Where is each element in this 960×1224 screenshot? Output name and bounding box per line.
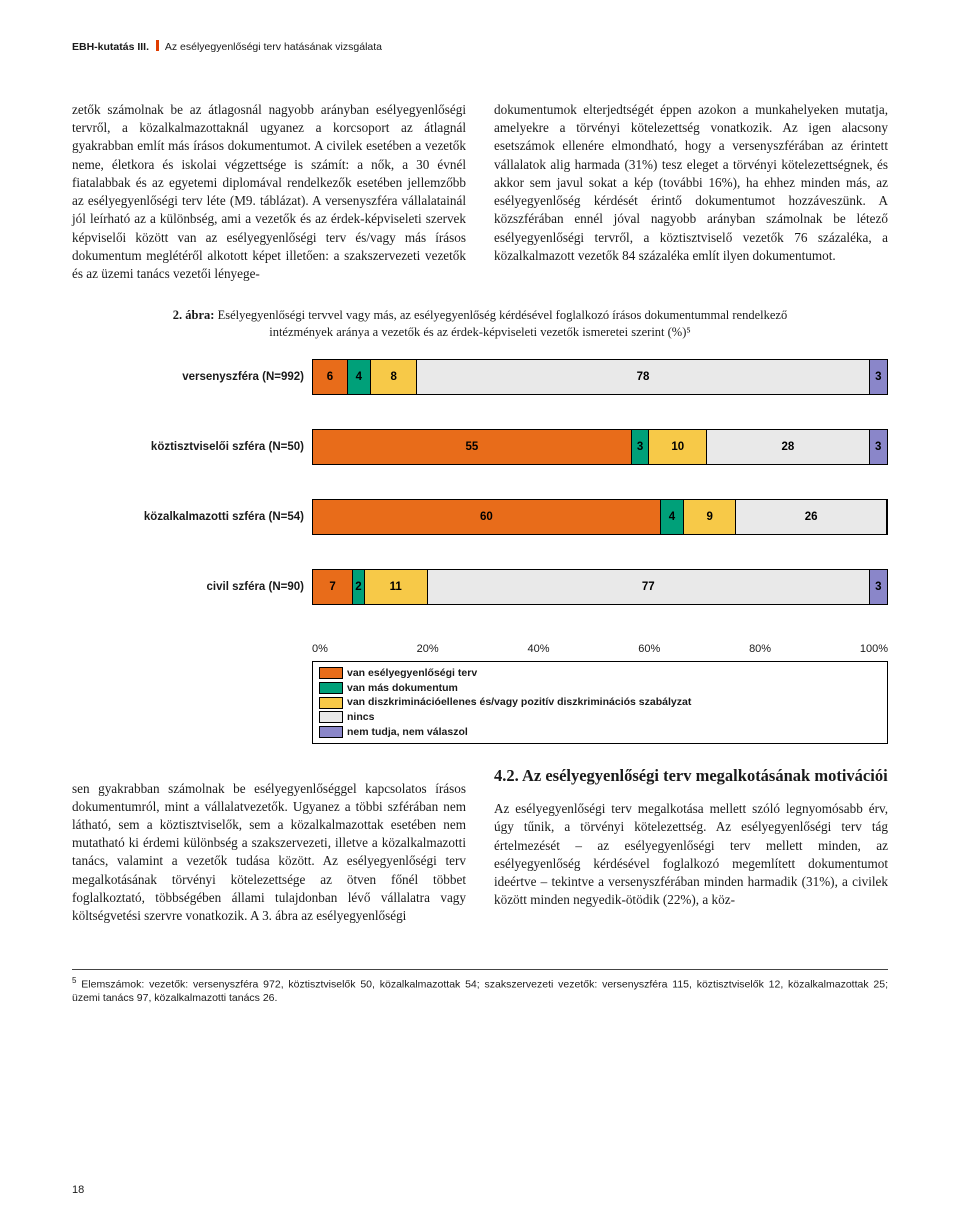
chart-segment: 26 (736, 500, 887, 534)
legend-item: van esélyegyenlőségi terv (319, 666, 881, 681)
figure-caption-lead: 2. ábra: (173, 308, 215, 322)
chart-segment: 6 (313, 360, 348, 394)
footnote-rule (72, 969, 888, 970)
running-head: EBH-kutatás III. Az esélyegyenlőségi ter… (72, 40, 888, 53)
chart-x-tick: 80% (749, 643, 771, 655)
bottom-left-paragraph: sen gyakrabban számolnak be esélyegyenlő… (72, 780, 466, 926)
chart-segment: 9 (684, 500, 736, 534)
chart-x-tick: 0% (312, 643, 328, 655)
chart-segment: 4 (348, 360, 371, 394)
chart-row: civil szféra (N=90)7211773 (72, 569, 888, 605)
header-marker-icon (156, 40, 159, 51)
chart-x-tick: 40% (527, 643, 549, 655)
legend-swatch-icon (319, 726, 343, 738)
chart-bar: 648783 (312, 359, 888, 395)
chart-segment: 3 (870, 360, 887, 394)
chart-bar: 7211773 (312, 569, 888, 605)
header-subtitle: Az esélyegyenlőségi terv hatásának vizsg… (165, 41, 382, 53)
section-heading-4-2: 4.2. Az esélyegyenlőségi terv megalkotás… (494, 766, 888, 787)
legend-swatch-icon (319, 711, 343, 723)
legend-label: van diszkriminációellenes és/vagy pozití… (347, 695, 691, 710)
chart-bar: 6049260 (312, 499, 888, 535)
footnote: 5 Elemszámok: vezetők: versenyszféra 972… (72, 976, 888, 1006)
legend-label: nem tudja, nem válaszol (347, 725, 468, 740)
chart-segment: 60 (313, 500, 661, 534)
chart-x-tick: 20% (417, 643, 439, 655)
top-right-paragraph: dokumentumok elterjedtségét éppen azokon… (494, 101, 888, 265)
top-left-paragraph: zetők számolnak be az átlagosnál nagyobb… (72, 101, 466, 283)
bottom-right-paragraph: Az esélyegyenlőségi terv megalkotása mel… (494, 800, 888, 909)
stacked-bar-chart: versenyszféra (N=992)648783köztisztvisel… (72, 359, 888, 744)
chart-segment: 77 (428, 570, 870, 604)
legend-label: van más dokumentum (347, 681, 458, 696)
chart-category-label: közalkalmazotti szféra (N=54) (72, 511, 312, 523)
chart-x-tick: 100% (860, 643, 888, 655)
figure-caption-text: Esélyegyenlőségi tervvel vagy más, az es… (214, 308, 787, 339)
chart-segment: 8 (371, 360, 417, 394)
footnote-text: Elemszámok: vezetők: versenyszféra 972, … (72, 978, 888, 1004)
chart-category-label: köztisztviselői szféra (N=50) (72, 441, 312, 453)
top-two-columns: zetők számolnak be az átlagosnál nagyobb… (72, 101, 888, 283)
chart-segment: 3 (870, 570, 887, 604)
chart-row: köztisztviselői szféra (N=50)55310283 (72, 429, 888, 465)
chart-category-label: versenyszféra (N=992) (72, 371, 312, 383)
chart-segment: 10 (649, 430, 707, 464)
chart-segment: 4 (661, 500, 684, 534)
chart-segment: 3 (870, 430, 887, 464)
chart-segment: 3 (632, 430, 649, 464)
chart-x-tick: 60% (638, 643, 660, 655)
chart-segment: 28 (707, 430, 869, 464)
legend-item: nem tudja, nem válaszol (319, 725, 881, 740)
legend-swatch-icon (319, 682, 343, 694)
chart-segment: 11 (365, 570, 428, 604)
page-number: 18 (72, 1184, 84, 1196)
chart-segment: 78 (417, 360, 869, 394)
chart-category-label: civil szféra (N=90) (72, 581, 312, 593)
legend-swatch-icon (319, 697, 343, 709)
chart-row: versenyszféra (N=992)648783 (72, 359, 888, 395)
chart-segment: 2 (353, 570, 364, 604)
legend-label: nincs (347, 710, 374, 725)
bottom-two-columns: sen gyakrabban számolnak be esélyegyenlő… (72, 766, 888, 938)
chart-legend: van esélyegyenlőségi tervvan más dokumen… (312, 661, 888, 744)
legend-item: nincs (319, 710, 881, 725)
legend-swatch-icon (319, 667, 343, 679)
figure-caption: 2. ábra: Esélyegyenlőségi tervvel vagy m… (160, 307, 800, 341)
series-name: EBH-kutatás III. (72, 41, 149, 53)
legend-label: van esélyegyenlőségi terv (347, 666, 477, 681)
legend-item: van diszkriminációellenes és/vagy pozití… (319, 695, 881, 710)
chart-segment: 7 (313, 570, 353, 604)
legend-item: van más dokumentum (319, 681, 881, 696)
chart-bar: 55310283 (312, 429, 888, 465)
chart-row: közalkalmazotti szféra (N=54)6049260 (72, 499, 888, 535)
chart-segment: 55 (313, 430, 632, 464)
chart-x-axis: 0% 20% 40% 60% 80% 100% (312, 639, 888, 655)
